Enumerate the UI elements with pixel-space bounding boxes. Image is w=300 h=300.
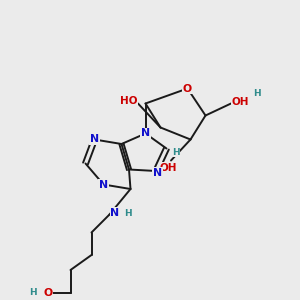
Text: N: N [99,179,108,190]
Text: HO: HO [120,95,138,106]
Text: H: H [253,88,260,98]
Text: O: O [183,83,192,94]
Text: OH: OH [159,163,177,173]
Text: N: N [110,208,119,218]
Text: O: O [44,287,52,298]
Text: N: N [90,134,99,145]
Text: H: H [172,148,179,157]
Text: H: H [29,288,37,297]
Text: N: N [141,128,150,139]
Text: H: H [124,208,131,217]
Text: N: N [153,167,162,178]
Text: OH: OH [231,97,249,107]
